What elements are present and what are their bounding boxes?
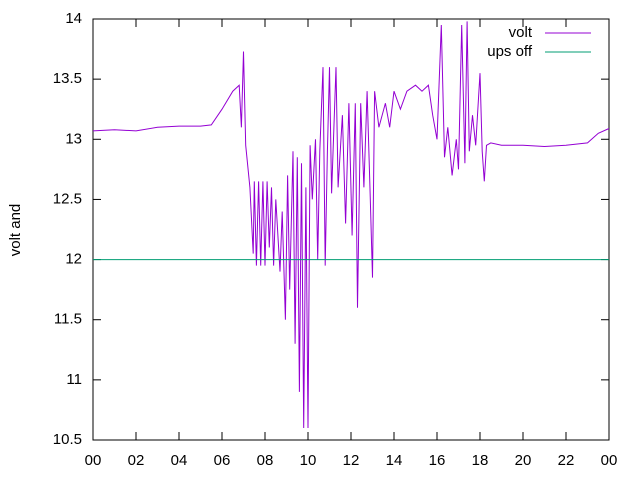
y-tick-label: 13.5 — [53, 70, 82, 87]
x-tick-label: 10 — [300, 452, 317, 469]
y-tick-label: 11.5 — [54, 311, 82, 328]
series-line — [92, 21, 610, 429]
x-tick-label: 06 — [214, 452, 231, 469]
y-tick-label: 10.5 — [53, 431, 82, 448]
y-tick-label: 12.5 — [53, 190, 82, 207]
x-tick-label: 16 — [429, 452, 446, 469]
x-tick-label: 08 — [257, 452, 274, 469]
plot-border — [92, 18, 610, 441]
x-tick-label: 00 — [601, 452, 618, 469]
x-tick-label: 20 — [515, 452, 532, 469]
y-tick-label: 11 — [66, 371, 82, 388]
y-tick-label: 14 — [65, 10, 82, 27]
x-tick-label: 00 — [85, 452, 102, 469]
y-tick-label: 12 — [65, 251, 82, 268]
legend-label: volt — [509, 24, 533, 41]
legend-label: ups off — [487, 43, 533, 60]
x-tick-label: 22 — [558, 452, 575, 469]
y-axis-label: volt and — [7, 204, 24, 257]
x-tick-label: 14 — [386, 452, 403, 469]
x-tick-label: 04 — [171, 452, 188, 469]
x-tick-label: 02 — [128, 452, 145, 469]
x-tick-label: 18 — [472, 452, 489, 469]
x-tick-label: 12 — [343, 452, 360, 469]
y-tick-label: 13 — [65, 130, 82, 147]
